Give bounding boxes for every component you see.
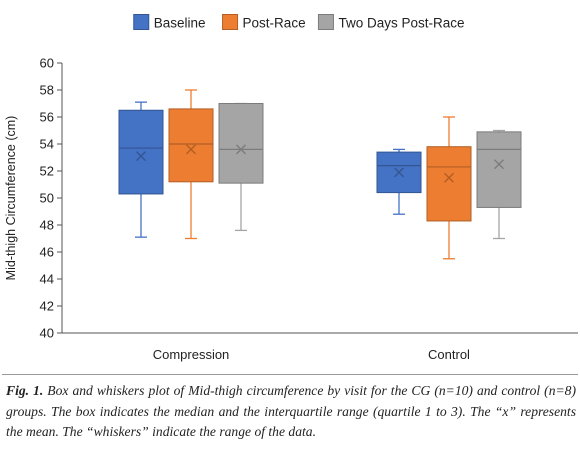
mean-marker — [494, 159, 504, 170]
legend-label: Baseline — [154, 16, 206, 31]
y-tick-label: 48 — [40, 218, 54, 233]
caption-divider — [2, 374, 578, 375]
legend-swatch — [133, 14, 150, 30]
x-category-label: Compression — [153, 347, 230, 362]
figure-caption: Fig. 1. Box and whiskers plot of Mid-thi… — [6, 381, 576, 443]
legend-label: Two Days Post-Race — [338, 16, 464, 31]
iqr-box — [118, 109, 164, 195]
legend-swatch — [222, 14, 239, 30]
box-plot-chart: 40 42 44 46 48 50 52 54 56 58 60 Mid-thigh Circumfe… — [4, 14, 578, 362]
legend-label: Post-Race — [243, 16, 306, 31]
y-tick-label: 44 — [40, 272, 54, 287]
y-tick-label: 50 — [40, 191, 54, 206]
mean-marker — [236, 144, 246, 155]
mean-marker — [444, 172, 454, 183]
y-tick-label: 42 — [40, 299, 54, 314]
y-axis-title: Mid-thigh Circumference (cm) — [4, 116, 18, 281]
mean-marker — [394, 167, 404, 178]
iqr-box — [218, 103, 264, 184]
y-tick-label: 52 — [40, 164, 54, 179]
y-tick-label: 54 — [40, 137, 54, 152]
y-tick-label: 58 — [40, 83, 54, 98]
x-category-label: Control — [428, 347, 470, 362]
iqr-box — [476, 131, 522, 208]
y-tick-label: 56 — [40, 110, 54, 125]
caption-label: Fig. 1. — [6, 383, 44, 398]
iqr-box — [168, 108, 214, 183]
mean-marker — [186, 144, 196, 155]
legend-swatch — [317, 14, 334, 30]
y-tick-label: 46 — [40, 245, 54, 260]
y-tick-label: 60 — [40, 56, 54, 71]
y-tick-label: 40 — [40, 326, 54, 341]
iqr-box — [426, 146, 472, 222]
caption-text: Box and whiskers plot of Mid-thigh circu… — [6, 383, 576, 439]
mean-marker — [136, 151, 146, 162]
